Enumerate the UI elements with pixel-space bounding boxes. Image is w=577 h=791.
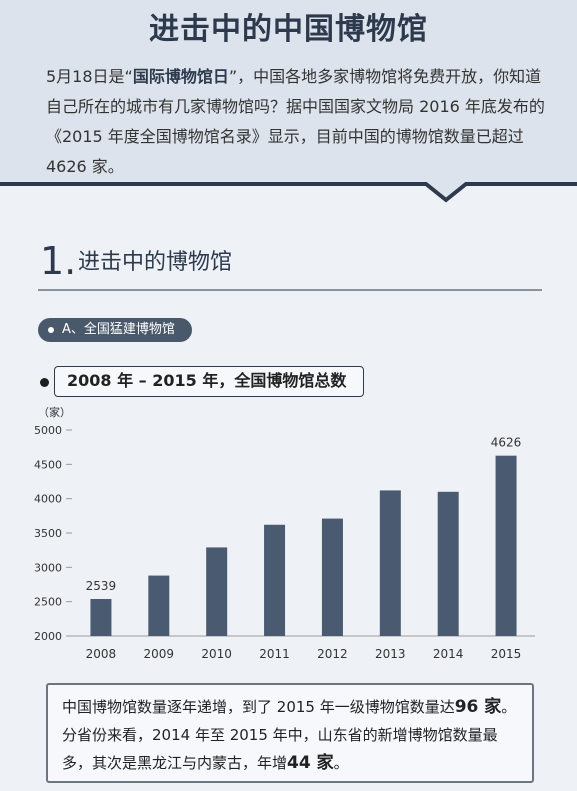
x-tick-label: 2014	[433, 647, 464, 661]
section-divider	[38, 289, 542, 291]
y-tick-label: 3000	[34, 561, 62, 574]
x-tick-label: 2013	[375, 647, 406, 661]
y-tick-label: 5000	[34, 424, 62, 437]
section-number: 1.	[40, 239, 77, 283]
bar	[321, 518, 343, 636]
note-text-1: 中国博物馆数量逐年递增，到了 2015 年一级博物馆数量达	[62, 698, 455, 716]
subsection-text: A、全国猛建博物馆	[62, 322, 175, 337]
y-tick-label: 2000	[34, 630, 62, 643]
bar	[437, 491, 459, 636]
bar	[495, 455, 517, 636]
bar	[264, 524, 286, 636]
bar	[148, 575, 170, 636]
y-tick-label: 3500	[34, 527, 62, 540]
bar-chart: （家） 2000 2500 3000 3500 4000 4500 5000 2008 2539 2…	[34, 405, 535, 661]
intro-text-1: 5月18日是“	[46, 67, 133, 86]
x-tick-label: 2012	[317, 647, 348, 661]
x-tick-label: 2015	[491, 647, 522, 661]
chart-title: 2008 年 – 2015 年，全国博物馆总数	[54, 366, 364, 397]
x-tick-label: 2008	[86, 647, 117, 661]
note-text-3: 。	[333, 754, 349, 772]
intro-text-2: ”，中国各地多家博物馆将免费开放，你知道自己所在的城市有几家博物馆吗？据中国国家…	[46, 67, 545, 176]
bar	[379, 490, 401, 636]
header-background	[0, 0, 577, 203]
intro-paragraph: 5月18日是“国际博物馆日”，中国各地多家博物馆将免费开放，你知道自己所在的城市…	[46, 62, 546, 182]
data-label: 4626	[491, 436, 522, 450]
note-bold-1: 96 家	[454, 697, 502, 717]
data-label: 2539	[86, 579, 117, 593]
note-bold-2: 44 家	[287, 753, 334, 773]
bar	[90, 598, 112, 636]
y-tick-label: 4000	[34, 493, 62, 506]
subsection-label: A、全国猛建博物馆	[38, 318, 192, 342]
page-title: 进击中的中国博物馆	[149, 12, 428, 47]
x-tick-label: 2009	[144, 647, 175, 661]
y-tick-label: 2500	[34, 596, 62, 609]
intro-highlight: 国际博物馆日	[132, 67, 229, 86]
header-panel: 进击中的中国博物馆 5月18日是“国际博物馆日”，中国各地多家博物馆将免费开放，…	[0, 0, 577, 210]
bar	[206, 547, 228, 636]
x-tick-label: 2010	[201, 647, 232, 661]
bullet-icon	[40, 378, 49, 387]
x-tick-label: 2011	[259, 647, 290, 661]
y-axis-label: （家）	[38, 405, 71, 419]
y-tick-label: 4500	[34, 458, 62, 471]
note-box: 中国博物馆数量逐年递增，到了 2015 年一级博物馆数量达96 家。分省份来看，…	[46, 683, 534, 783]
note-text-2: 。分省份来看，2014 年至 2015 年中，山东省的新增博物馆数量最多，其次是…	[62, 698, 517, 772]
bullet-dot-icon	[48, 327, 54, 333]
section-title: 进击中的博物馆	[78, 250, 233, 275]
